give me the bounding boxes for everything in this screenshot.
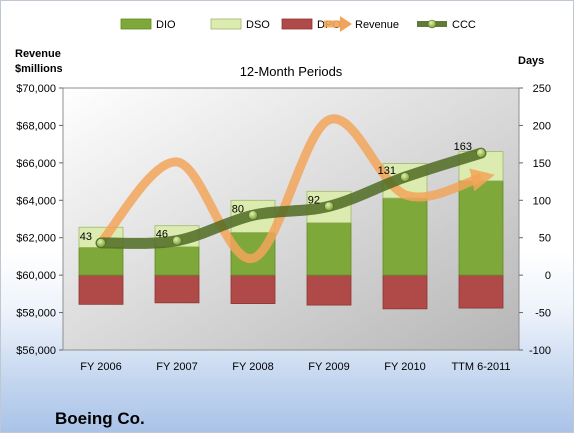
dio-bar [458,180,504,276]
legend-swatch-dpo [281,18,313,30]
left-axis-title-line-2: $millions [15,63,63,75]
chart-subtitle: 12-Month Periods [240,64,343,79]
ccc-point [172,235,182,246]
dpo-bar [78,274,124,305]
legend-label-dio: DIO [156,19,176,31]
plot-area [62,87,520,351]
ccc-point [324,201,334,212]
ccc-data-label: 46 [156,229,168,241]
left-tick-label: $68,000 [16,120,56,132]
left-tick-label: $60,000 [16,270,56,282]
dpo-bar [306,274,352,306]
right-tick-label: 100 [533,195,551,207]
legend-ccc-marker [427,19,437,29]
x-tick-label: FY 2008 [232,361,273,373]
legend-swatch-dio [120,18,152,30]
x-tick-label: FY 2006 [80,361,121,373]
left-tick-label: $58,000 [16,308,56,320]
ccc-point [248,210,258,221]
dio-bar [78,247,124,276]
dpo-bar [382,274,428,310]
right-tick-label: 0 [545,270,551,282]
legend-swatch-dso [210,18,242,30]
legend-label-revenue: Revenue [355,19,399,31]
company-name: Boeing Co. [55,409,145,428]
right-tick-label: -50 [535,308,551,320]
dio-bar [382,197,428,276]
bars [78,151,504,310]
dpo-bar [458,274,504,309]
x-tick-label: FY 2007 [156,361,197,373]
right-tick-label: 250 [533,83,551,95]
right-axis-ticks: -100 -50 0 50 100 150 200 250 [519,83,551,357]
ccc-data-label: 43 [80,231,92,243]
left-axis-ticks: $56,000 $58,000 $60,000 $62,000 $64,000 $66,0… [16,83,63,357]
ccc-data-label: 80 [232,203,244,215]
left-tick-label: $66,000 [16,158,56,170]
dio-bar [154,246,200,276]
dpo-bar [154,274,200,304]
right-tick-label: 50 [539,233,551,245]
right-tick-label: 200 [533,120,551,132]
ccc-points: 43 46 80 92 131 163 [80,141,486,248]
left-tick-label: $56,000 [16,345,56,357]
x-tick-label: TTM 6-2011 [451,361,510,373]
dpo-bar [230,274,276,304]
legend-label-dso: DSO [246,19,270,31]
ccc-point [476,148,486,158]
ccc-data-label: 131 [378,165,396,177]
legend-arrowhead-icon [340,16,352,32]
left-tick-label: $64,000 [16,195,56,207]
x-tick-label: FY 2010 [384,361,425,373]
left-tick-label: $62,000 [16,233,56,245]
ccc-point [400,172,410,182]
left-axis-title-line-1: Revenue [15,48,61,60]
dio-bar [306,222,352,276]
x-tick-label: FY 2009 [308,361,349,373]
legend-label-ccc: CCC [452,19,476,31]
left-tick-label: $70,000 [16,83,56,95]
right-axis-title: Days [518,55,544,67]
right-tick-label: 150 [533,158,551,170]
ccc-data-label: 92 [308,194,320,206]
right-tick-label: -100 [529,345,551,357]
legend: DIO DSO DPO Revenue CCC [120,16,476,32]
ccc-data-label: 163 [454,141,472,153]
ccc-point [96,238,106,248]
x-axis-ticks: FY 2006 FY 2007 FY 2008 FY 2009 FY 2010 TTM 6… [80,361,510,373]
